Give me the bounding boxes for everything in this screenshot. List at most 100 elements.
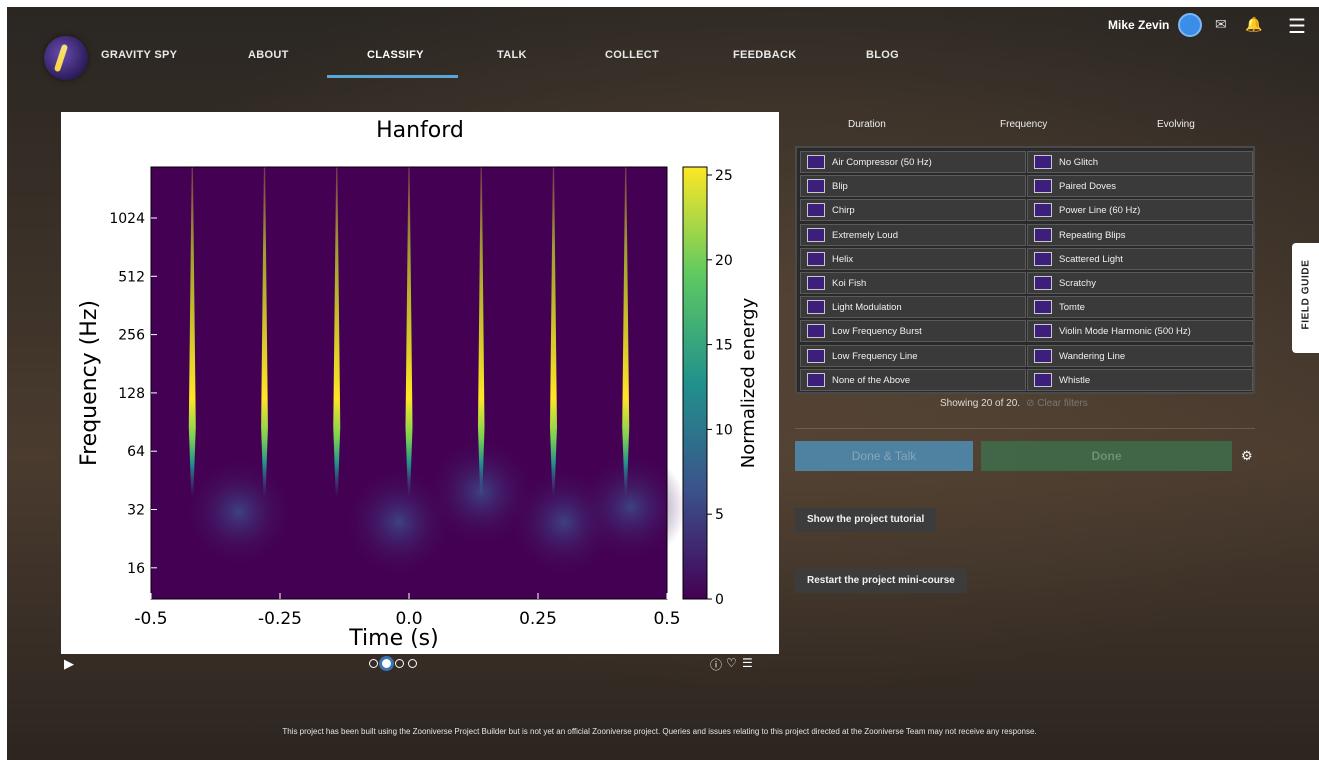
field-guide-tab[interactable]: FIELD GUIDE <box>1292 243 1319 353</box>
gravity-spy-logo[interactable] <box>44 36 88 80</box>
done-button[interactable]: Done <box>981 441 1232 471</box>
nav-collect[interactable]: COLLECT <box>605 49 660 61</box>
choice-left-4[interactable]: Helix <box>800 247 1026 270</box>
footer-disclaimer: This project has been built using the Zo… <box>282 727 1037 736</box>
choice-left-8[interactable]: Low Frequency Line <box>800 344 1026 367</box>
y-tick-label: 16 <box>127 561 145 577</box>
info-icon[interactable]: ⓘ <box>710 658 723 672</box>
choice-label: Paired Doves <box>1059 181 1117 193</box>
choice-label: Scattered Light <box>1059 253 1123 265</box>
choice-left-6[interactable]: Light Modulation <box>800 296 1026 319</box>
choice-label: Wandering Line <box>1059 350 1126 362</box>
x-tick-label: 0.5 <box>653 609 680 629</box>
y-tick-label: 256 <box>118 328 145 344</box>
y-tick-label: 32 <box>127 503 145 519</box>
nav-about[interactable]: ABOUT <box>248 49 289 61</box>
colorbar-tick-label: 20 <box>715 253 733 269</box>
messages-icon[interactable]: ✉ <box>1215 16 1227 32</box>
choice-left-5[interactable]: Koi Fish <box>800 272 1026 294</box>
choice-left-9[interactable]: None of the Above <box>800 368 1026 391</box>
glitch-streak <box>622 167 630 497</box>
colorbar <box>682 166 708 600</box>
nav-blog[interactable]: BLOG <box>866 49 899 61</box>
choice-left-0[interactable]: Air Compressor (50 Hz) <box>800 151 1026 173</box>
divider <box>795 428 1255 429</box>
restart-minicourse-button[interactable]: Restart the project mini-course <box>795 569 967 593</box>
choice-label: Repeating Blips <box>1059 229 1126 241</box>
collections-list-icon[interactable]: ☰ <box>742 656 753 670</box>
favorite-heart-icon[interactable]: ♡ <box>726 656 737 670</box>
y-tick-label: 1024 <box>109 211 145 227</box>
choice-right-0[interactable]: No Glitch <box>1027 151 1253 173</box>
spectrogram-chart: -0.5 -0.25 0.0 0.25 0.5 1632641282565121024 … <box>77 166 759 651</box>
nav-classify[interactable]: CLASSIFY <box>367 49 424 61</box>
clear-filters-link[interactable]: ⊘ Clear filters <box>1026 398 1088 409</box>
choice-thumbnail <box>1034 348 1052 363</box>
play-icon[interactable]: ▶ <box>64 656 74 671</box>
user-avatar[interactable] <box>1178 13 1202 37</box>
choice-thumbnail <box>1034 251 1052 266</box>
choice-right-8[interactable]: Wandering Line <box>1027 344 1253 367</box>
choice-thumbnail <box>1034 179 1052 194</box>
done-and-talk-button[interactable]: Done & Talk <box>795 441 973 471</box>
choice-left-3[interactable]: Extremely Loud <box>800 223 1026 246</box>
nav-feedback[interactable]: FEEDBACK <box>733 49 797 61</box>
show-tutorial-button[interactable]: Show the project tutorial <box>795 508 937 532</box>
x-tick-label: -0.5 <box>134 609 167 629</box>
frame-dot-2[interactable] <box>382 659 391 668</box>
gear-icon[interactable]: ⚙ <box>1241 448 1253 463</box>
glitch-streak <box>405 167 413 497</box>
choice-label: Chirp <box>832 205 855 217</box>
colorbar-tick-label: 5 <box>715 507 724 523</box>
user-name[interactable]: Mike Zevin <box>1108 18 1170 32</box>
choice-right-1[interactable]: Paired Doves <box>1027 175 1253 198</box>
frame-dot-4[interactable] <box>408 659 417 668</box>
choice-right-4[interactable]: Scattered Light <box>1027 247 1253 270</box>
choice-right-5[interactable]: Scratchy <box>1027 272 1253 294</box>
subject-viewer: Hanford <box>61 112 779 654</box>
notifications-bell-icon[interactable]: 🔔 <box>1245 16 1263 32</box>
choice-thumbnail <box>807 324 825 339</box>
colorbar-tick-label: 25 <box>715 168 733 184</box>
choice-label: Tomte <box>1059 302 1085 314</box>
colorbar-tick-label: 10 <box>715 422 733 438</box>
choice-thumbnail <box>1034 227 1052 242</box>
choice-thumbnail <box>807 276 825 290</box>
colorbar-tick-label: 0 <box>715 592 724 608</box>
colorbar-tick-label: 15 <box>715 338 733 354</box>
filter-frequency[interactable]: Frequency <box>1000 119 1048 130</box>
choice-left-2[interactable]: Chirp <box>800 199 1026 222</box>
y-tick-label: 64 <box>127 444 145 460</box>
choice-right-3[interactable]: Repeating Blips <box>1027 223 1253 246</box>
choice-right-7[interactable]: Violin Mode Harmonic (500 Hz) <box>1027 320 1253 343</box>
nav-home[interactable]: GRAVITY SPY <box>101 49 178 61</box>
nav-talk[interactable]: TALK <box>497 49 527 61</box>
glitch-choice-grid: Air Compressor (50 Hz) Blip Chirp Extremely… <box>795 146 1255 394</box>
plot-title: Hanford <box>376 118 464 143</box>
glitch-streak <box>188 167 196 497</box>
choice-label: Light Modulation <box>832 302 902 314</box>
choice-right-9[interactable]: Whistle <box>1027 368 1253 391</box>
choice-thumbnail <box>1034 300 1052 315</box>
choice-label: Extremely Loud <box>832 229 899 241</box>
filter-evolving[interactable]: Evolving <box>1157 119 1195 130</box>
choice-label: Low Frequency Burst <box>832 326 922 338</box>
choice-thumbnail <box>1034 324 1052 339</box>
choice-right-6[interactable]: Tomte <box>1027 296 1253 319</box>
choice-left-7[interactable]: Low Frequency Burst <box>800 320 1026 343</box>
choice-right-2[interactable]: Power Line (60 Hz) <box>1027 199 1253 222</box>
frame-dot-3[interactable] <box>395 659 404 668</box>
choice-count: Showing 20 of 20. ⊘ Clear filters <box>940 398 1088 409</box>
glitch-streak <box>549 167 557 497</box>
choice-label: Koi Fish <box>832 278 867 289</box>
y-tick-label: 512 <box>118 269 145 285</box>
hamburger-menu-icon[interactable]: ☰ <box>1288 16 1306 38</box>
filter-duration[interactable]: Duration <box>848 119 886 130</box>
choice-label: Power Line (60 Hz) <box>1059 205 1141 217</box>
choice-left-1[interactable]: Blip <box>800 175 1026 198</box>
choice-thumbnail <box>1034 372 1052 387</box>
x-tick-label: -0.25 <box>258 609 302 629</box>
site-header: GRAVITY SPY ABOUT CLASSIFY TALK COLLECT … <box>0 0 1319 100</box>
choice-label: Air Compressor (50 Hz) <box>832 157 932 168</box>
frame-dot-1[interactable] <box>369 659 378 668</box>
